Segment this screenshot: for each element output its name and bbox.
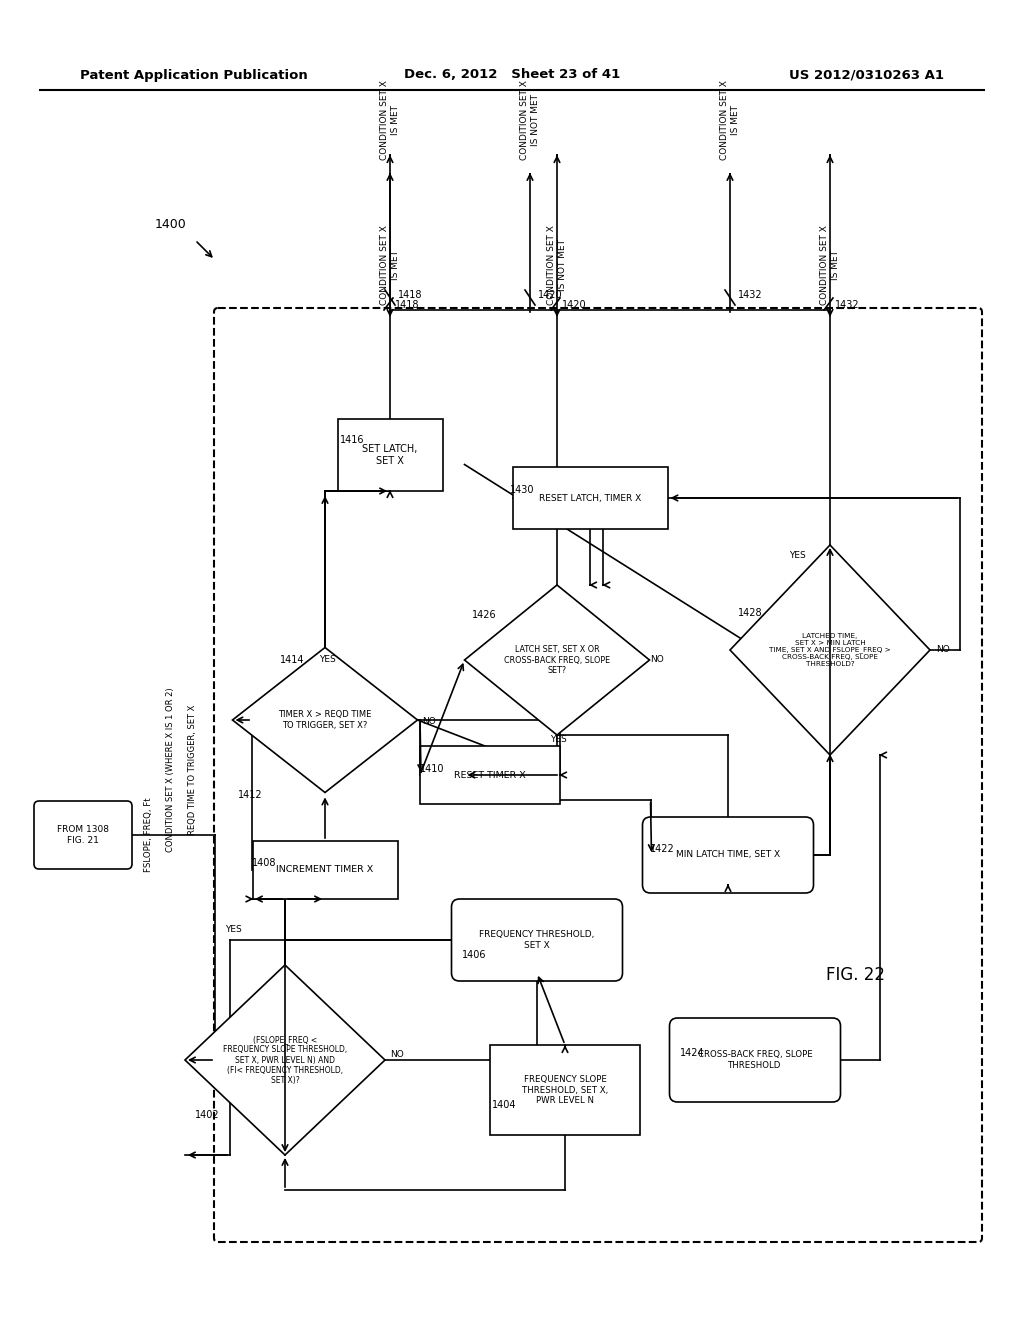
Polygon shape — [465, 585, 649, 735]
FancyBboxPatch shape — [34, 801, 132, 869]
Text: (FSLOPE_FREQ <
FREQUENCY SLOPE THRESHOLD,
SET X, PWR LEVEL N) AND
(FI< FREQUENCY: (FSLOPE_FREQ < FREQUENCY SLOPE THRESHOLD… — [223, 1035, 347, 1085]
Polygon shape — [730, 545, 930, 755]
Text: CONDITION SET X
IS NOT MET: CONDITION SET X IS NOT MET — [547, 226, 566, 305]
Text: NO: NO — [936, 645, 949, 655]
Text: CONDITION SET X
IS MET: CONDITION SET X IS MET — [820, 226, 840, 305]
Text: INCREMENT TIMER X: INCREMENT TIMER X — [276, 866, 374, 874]
Text: RESET LATCH, TIMER X: RESET LATCH, TIMER X — [539, 494, 641, 503]
Text: MIN LATCH TIME, SET X: MIN LATCH TIME, SET X — [676, 850, 780, 859]
Text: 1414: 1414 — [280, 655, 304, 665]
Text: 1430: 1430 — [510, 484, 535, 495]
Bar — [338, 418, 442, 491]
Text: FSLOPE, FREQ, Ft: FSLOPE, FREQ, Ft — [143, 797, 153, 873]
Text: 1400: 1400 — [155, 218, 186, 231]
Text: CONDITION SET X
IS MET: CONDITION SET X IS MET — [720, 81, 739, 160]
Text: NO: NO — [650, 656, 664, 664]
Text: US 2012/0310263 A1: US 2012/0310263 A1 — [790, 69, 944, 82]
Text: YES: YES — [318, 656, 336, 664]
Text: SET LATCH,
SET X: SET LATCH, SET X — [362, 444, 418, 466]
Text: 1406: 1406 — [462, 950, 486, 960]
FancyBboxPatch shape — [642, 817, 813, 894]
Text: 1408: 1408 — [252, 858, 276, 869]
Text: CONDITION SET X (WHERE X IS 1 OR 2): CONDITION SET X (WHERE X IS 1 OR 2) — [166, 688, 174, 853]
Polygon shape — [185, 965, 385, 1155]
Text: YES: YES — [550, 735, 566, 744]
Text: RESET TIMER X: RESET TIMER X — [454, 771, 526, 780]
Text: LATCH SET, SET X OR
CROSS-BACK FREQ, SLOPE
SET?: LATCH SET, SET X OR CROSS-BACK FREQ, SLO… — [504, 645, 610, 675]
Text: NO: NO — [422, 718, 436, 726]
Text: FROM 1308
FIG. 21: FROM 1308 FIG. 21 — [57, 825, 109, 845]
Text: FREQUENCY THRESHOLD,
SET X: FREQUENCY THRESHOLD, SET X — [479, 931, 595, 950]
Text: CONDITION SET X
IS MET: CONDITION SET X IS MET — [380, 226, 399, 305]
Text: YES: YES — [225, 925, 242, 935]
Text: 1412: 1412 — [238, 789, 262, 800]
Bar — [420, 746, 560, 804]
Text: REQD TIME TO TRIGGER, SET X: REQD TIME TO TRIGGER, SET X — [187, 705, 197, 836]
Text: 1410: 1410 — [420, 764, 444, 774]
FancyBboxPatch shape — [670, 1018, 841, 1102]
Text: 1402: 1402 — [195, 1110, 219, 1119]
Text: FREQUENCY SLOPE
THRESHOLD, SET X,
PWR LEVEL N: FREQUENCY SLOPE THRESHOLD, SET X, PWR LE… — [522, 1074, 608, 1105]
Text: 1426: 1426 — [472, 610, 497, 620]
Bar — [512, 467, 668, 529]
Text: 1428: 1428 — [738, 609, 763, 618]
Text: Dec. 6, 2012   Sheet 23 of 41: Dec. 6, 2012 Sheet 23 of 41 — [403, 69, 621, 82]
Text: CONDITION SET X
IS NOT MET: CONDITION SET X IS NOT MET — [520, 81, 540, 160]
Text: CROSS-BACK FREQ, SLOPE
THRESHOLD: CROSS-BACK FREQ, SLOPE THRESHOLD — [697, 1051, 812, 1071]
Text: 1432: 1432 — [738, 290, 763, 300]
FancyBboxPatch shape — [452, 899, 623, 981]
Text: 1416: 1416 — [340, 436, 365, 445]
Bar — [490, 1045, 640, 1135]
FancyBboxPatch shape — [214, 308, 982, 1242]
Polygon shape — [232, 648, 418, 792]
Text: 1418: 1418 — [398, 290, 423, 300]
Text: YES: YES — [788, 550, 805, 560]
Text: LATCHED TIME,
SET X > MIN LATCH
TIME, SET X AND FSLOPE_FREQ >
CROSS-BACK FREQ, S: LATCHED TIME, SET X > MIN LATCH TIME, SE… — [769, 632, 891, 668]
Text: 1424: 1424 — [680, 1048, 705, 1059]
Text: 1420: 1420 — [562, 300, 587, 310]
Text: 1422: 1422 — [650, 843, 675, 854]
Text: TIMER X > REQD TIME
TO TRIGGER, SET X?: TIMER X > REQD TIME TO TRIGGER, SET X? — [279, 710, 372, 730]
Text: NO: NO — [390, 1049, 403, 1059]
Bar — [253, 841, 397, 899]
Text: 1404: 1404 — [492, 1100, 516, 1110]
Text: FIG. 22: FIG. 22 — [825, 966, 885, 983]
Text: CONDITION SET X
IS MET: CONDITION SET X IS MET — [380, 81, 399, 160]
Text: 1420: 1420 — [538, 290, 562, 300]
Text: 1432: 1432 — [835, 300, 859, 310]
Text: Patent Application Publication: Patent Application Publication — [80, 69, 308, 82]
Text: 1418: 1418 — [395, 300, 420, 310]
